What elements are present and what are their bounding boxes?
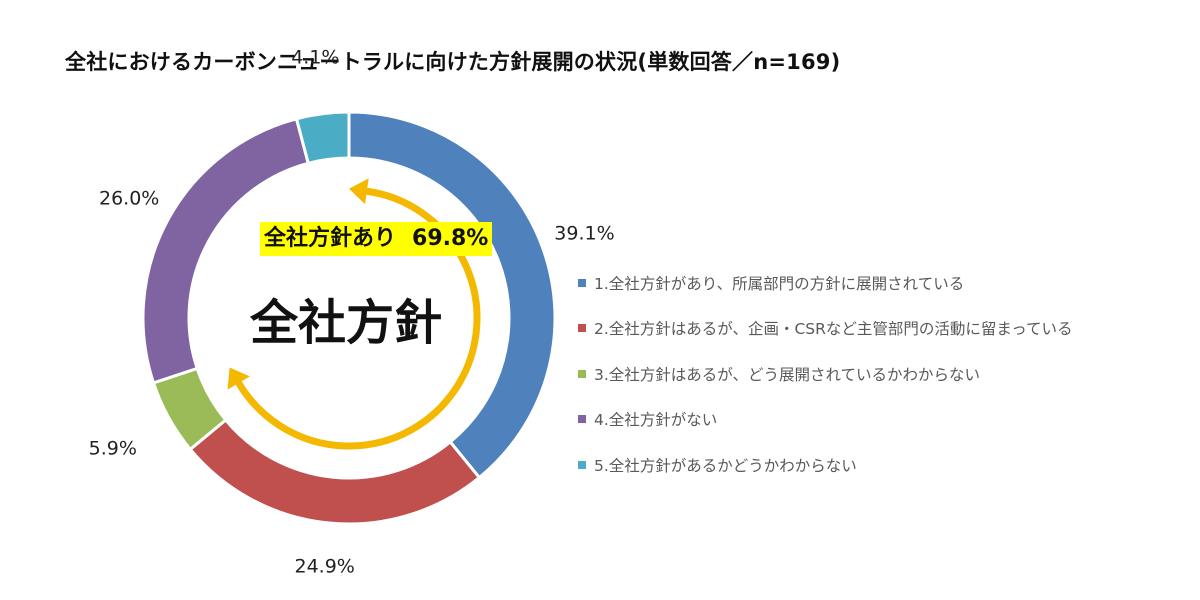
legend-label: 3.全社方針はあるが、どう展開されているかわからない (594, 365, 981, 384)
donut-slice-1 (347, 110, 557, 480)
legend-label: 2.全社方針はあるが、企画・CSRなど主管部門の活動に留まっている (594, 320, 1073, 339)
chart-title: 全社におけるカーボンニュートラルに向けた方針展開の状況(単数回答／n=169) (65, 50, 841, 74)
donut-center-label: 全社方針 (249, 295, 442, 351)
legend-swatch (578, 278, 586, 287)
legend-swatch (578, 460, 586, 469)
pct-label-4: 26.0% (99, 187, 159, 209)
highlight-value: 69.8% (412, 226, 489, 251)
highlight-annotation: 全社方針あり 69.8% (260, 222, 493, 256)
donut-slice-5 (294, 110, 351, 166)
pct-label-2: 24.9% (295, 555, 355, 577)
donut-slice-2 (188, 417, 482, 526)
arrow-head-bottom (227, 367, 250, 390)
legend-label: 4.全社方針がない (594, 411, 718, 430)
legend-label: 5.全社方針があるかどうかわからない (594, 456, 857, 475)
legend-item-5: 5.全社方針があるかどうかわからない (578, 442, 1073, 488)
percentage-labels: 39.1% 24.9% 5.9% 26.0% 4.1% (89, 47, 615, 578)
legend: 1.全社方針があり、所属部門の方針に展開されている 2.全社方針はあるが、企画・C… (578, 260, 1073, 488)
legend-swatch (578, 369, 586, 378)
legend-swatch (578, 324, 586, 333)
legend-item-3: 3.全社方針はあるが、どう展開されているかわからない (578, 351, 1073, 397)
arrow-head-top (349, 178, 369, 205)
legend-item-2: 2.全社方針はあるが、企画・CSRなど主管部門の活動に留まっている (578, 306, 1073, 352)
pct-label-1: 39.1% (554, 223, 614, 245)
legend-swatch (578, 415, 586, 424)
pct-label-3: 5.9% (89, 437, 137, 459)
legend-item-1: 1.全社方針があり、所属部門の方針に展開されている (578, 260, 1073, 306)
donut-slices (141, 110, 557, 526)
legend-label: 1.全社方針があり、所属部門の方針に展開されている (594, 274, 965, 293)
pct-label-5: 4.1% (291, 47, 339, 69)
legend-item-4: 4.全社方針がない (578, 397, 1073, 443)
highlight-label: 全社方針あり (264, 226, 397, 251)
